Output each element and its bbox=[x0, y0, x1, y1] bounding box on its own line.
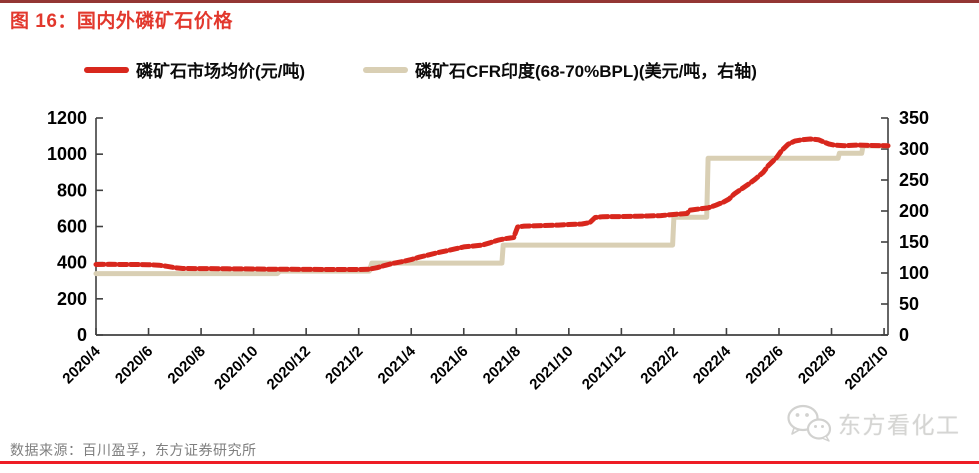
x-axis-tick-label: 2021/2 bbox=[322, 343, 366, 387]
figure-title: 图 16：国内外磷矿石价格 bbox=[10, 11, 233, 32]
data-source: 数据来源：百川盈孚，东方证券研究所 bbox=[10, 442, 257, 458]
legend-swatch-red-line bbox=[84, 66, 129, 73]
legend-item-domestic-price: 磷矿石市场均价(元/吨) bbox=[84, 57, 305, 82]
x-axis-tick-label: 2021/8 bbox=[480, 343, 524, 387]
right-axis-tick-label: 0 bbox=[899, 325, 909, 345]
price-chart: 0 200 400 600 800 1000 1200 0 50 100 150 200 250 300 3… bbox=[47, 108, 929, 393]
x-axis-tick-label: 2021/4 bbox=[375, 342, 420, 387]
right-axis-tick-label: 100 bbox=[899, 263, 929, 283]
legend-label-domestic-price: 磷矿石市场均价(元/吨) bbox=[136, 62, 306, 81]
x-axis-tick-label: 2022/6 bbox=[742, 343, 786, 387]
right-axis-tick-label: 150 bbox=[899, 232, 929, 252]
x-axis-tick-label: 2021/10 bbox=[526, 343, 576, 393]
legend-swatch-beige-line bbox=[363, 66, 409, 73]
x-axis-tick-label: 2021/6 bbox=[427, 343, 471, 387]
bottom-border bbox=[0, 461, 979, 464]
left-axis-tick-label: 200 bbox=[57, 289, 87, 309]
x-axis-tick-label: 2022/2 bbox=[637, 343, 681, 387]
x-axis-tick-label: 2020/6 bbox=[112, 343, 156, 387]
legend-item-cfr-india: 磷矿石CFR印度(68-70%BPL)(美元/吨，右轴) bbox=[363, 57, 757, 82]
watermark-text: 东方看化工 bbox=[838, 412, 961, 438]
right-axis-tick-label: 300 bbox=[899, 139, 929, 159]
series-line-domestic-price bbox=[93, 136, 891, 272]
watermark: 东方看化工 bbox=[786, 404, 961, 442]
left-axis-tick-label: 400 bbox=[57, 253, 87, 273]
x-axis-tick-label: 2020/10 bbox=[211, 343, 261, 393]
x-axis-tick-label: 2022/10 bbox=[842, 343, 892, 393]
x-axis-tick-label: 2020/4 bbox=[59, 342, 104, 387]
left-axis-tick-label: 800 bbox=[57, 180, 87, 200]
x-axis-tick-label: 2020/8 bbox=[164, 343, 208, 387]
left-axis-tick-label: 1200 bbox=[47, 108, 87, 128]
x-axis-tick-label: 2022/4 bbox=[690, 342, 735, 387]
chart-legend: 磷矿石市场均价(元/吨) 磷矿石CFR印度(68-70%BPL)(美元/吨，右轴… bbox=[84, 57, 757, 82]
left-axis-tick-label: 1000 bbox=[47, 144, 87, 164]
right-axis-tick-label: 350 bbox=[899, 108, 929, 128]
wechat-icon bbox=[787, 404, 832, 442]
x-axis-tick-label: 2020/12 bbox=[264, 343, 314, 393]
legend-label-cfr-india: 磷矿石CFR印度(68-70%BPL)(美元/吨，右轴) bbox=[415, 62, 757, 81]
right-axis-tick-label: 250 bbox=[899, 170, 929, 190]
left-axis-tick-label: 600 bbox=[57, 217, 87, 237]
x-axis-tick-label: 2021/12 bbox=[579, 343, 629, 393]
x-axis-tick-label: 2022/8 bbox=[795, 343, 839, 387]
right-axis-tick-label: 50 bbox=[899, 294, 919, 314]
right-axis-tick-label: 200 bbox=[899, 201, 929, 221]
top-border bbox=[0, 0, 979, 3]
left-axis-tick-label: 0 bbox=[77, 325, 87, 345]
